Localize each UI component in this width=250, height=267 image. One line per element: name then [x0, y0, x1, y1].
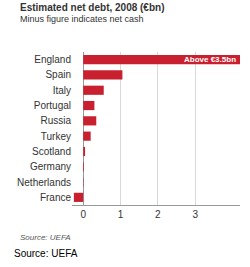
svg-text:Italy: Italy	[53, 85, 71, 96]
svg-text:France: France	[40, 192, 72, 203]
svg-text:2: 2	[155, 209, 161, 220]
svg-text:Scotland: Scotland	[32, 146, 71, 157]
svg-text:Spain: Spain	[45, 69, 71, 80]
svg-text:1: 1	[118, 209, 124, 220]
svg-text:Russia: Russia	[40, 115, 71, 126]
svg-text:England: England	[34, 54, 71, 65]
svg-text:Source: UEFA: Source: UEFA	[14, 248, 78, 259]
svg-text:Netherlands: Netherlands	[17, 177, 71, 188]
svg-text:Source: UEFA: Source: UEFA	[20, 233, 71, 242]
svg-text:3: 3	[192, 209, 198, 220]
svg-text:Portugal: Portugal	[34, 100, 71, 111]
svg-text:Estimated net debt, 2008 (€bn): Estimated net debt, 2008 (€bn)	[20, 2, 164, 13]
svg-text:Turkey: Turkey	[41, 131, 71, 142]
svg-text:0: 0	[80, 209, 86, 220]
svg-text:Germany: Germany	[30, 161, 71, 172]
svg-text:Minus figure indicates net cas: Minus figure indicates net cash	[20, 14, 144, 24]
svg-text:Above €3.5bn: Above €3.5bn	[184, 55, 236, 64]
